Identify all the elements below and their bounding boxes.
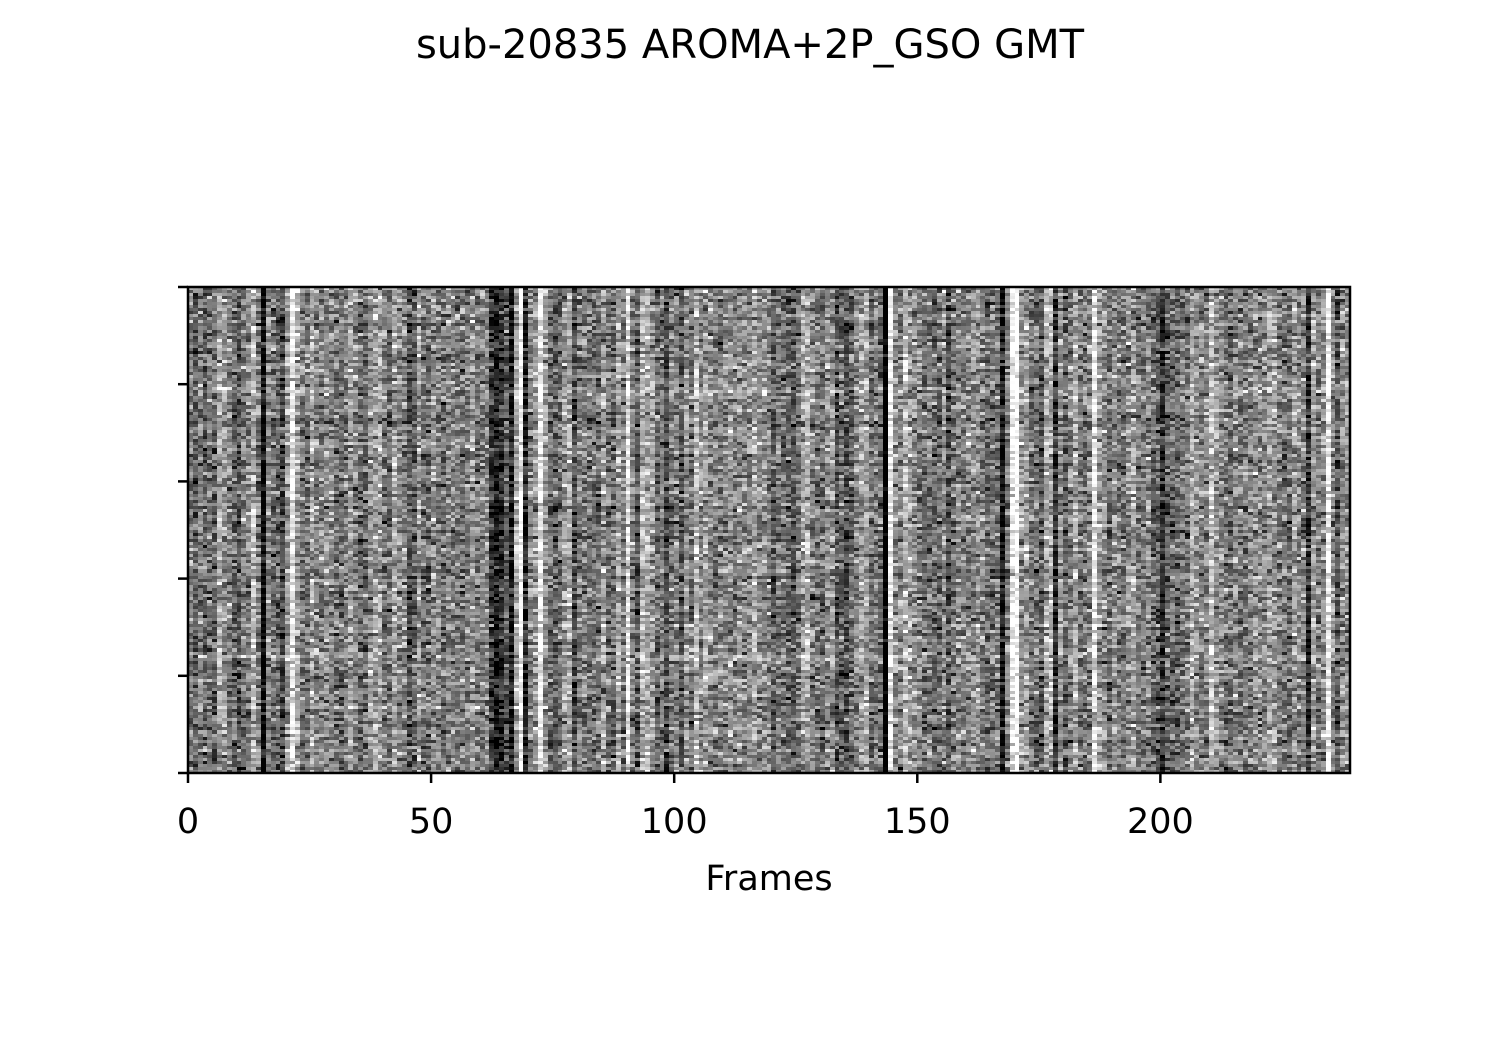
- plot-frame: [186, 285, 1352, 775]
- x-tick-label: 150: [884, 802, 951, 842]
- y-axis: [178, 285, 188, 775]
- x-tick-label: 200: [1127, 802, 1194, 842]
- heatmap-image: [188, 287, 1350, 773]
- x-tick-label: 100: [641, 802, 708, 842]
- x-axis: 0 50 100 150 200: [177, 773, 1194, 842]
- chart-title: sub-20835 AROMA+2P_GSO GMT: [416, 22, 1085, 68]
- heatmap-area: [188, 287, 1350, 773]
- x-axis-label: Frames: [705, 859, 832, 899]
- heatmap-container: [188, 287, 1350, 773]
- x-tick-label: 50: [409, 802, 454, 842]
- x-tick-label: 0: [177, 802, 199, 842]
